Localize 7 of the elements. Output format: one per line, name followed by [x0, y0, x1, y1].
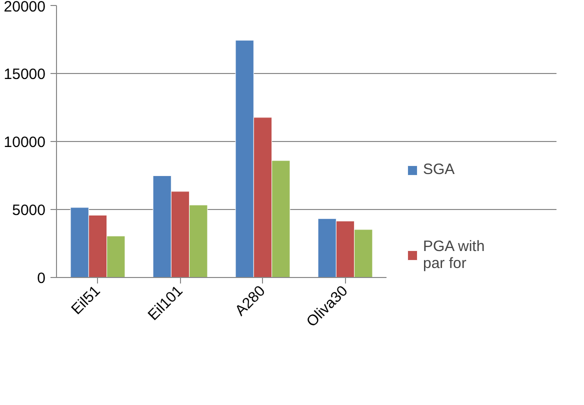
y-tick-label: 5000	[12, 202, 46, 219]
y-tick-label: 15000	[4, 66, 46, 83]
y-tick-label: 0	[37, 270, 46, 287]
legend-label: SGA	[423, 161, 455, 178]
y-tick-label: 10000	[4, 134, 46, 151]
legend-label: PGA with par for	[423, 238, 485, 272]
y-tick-label: 20000	[4, 0, 46, 16]
